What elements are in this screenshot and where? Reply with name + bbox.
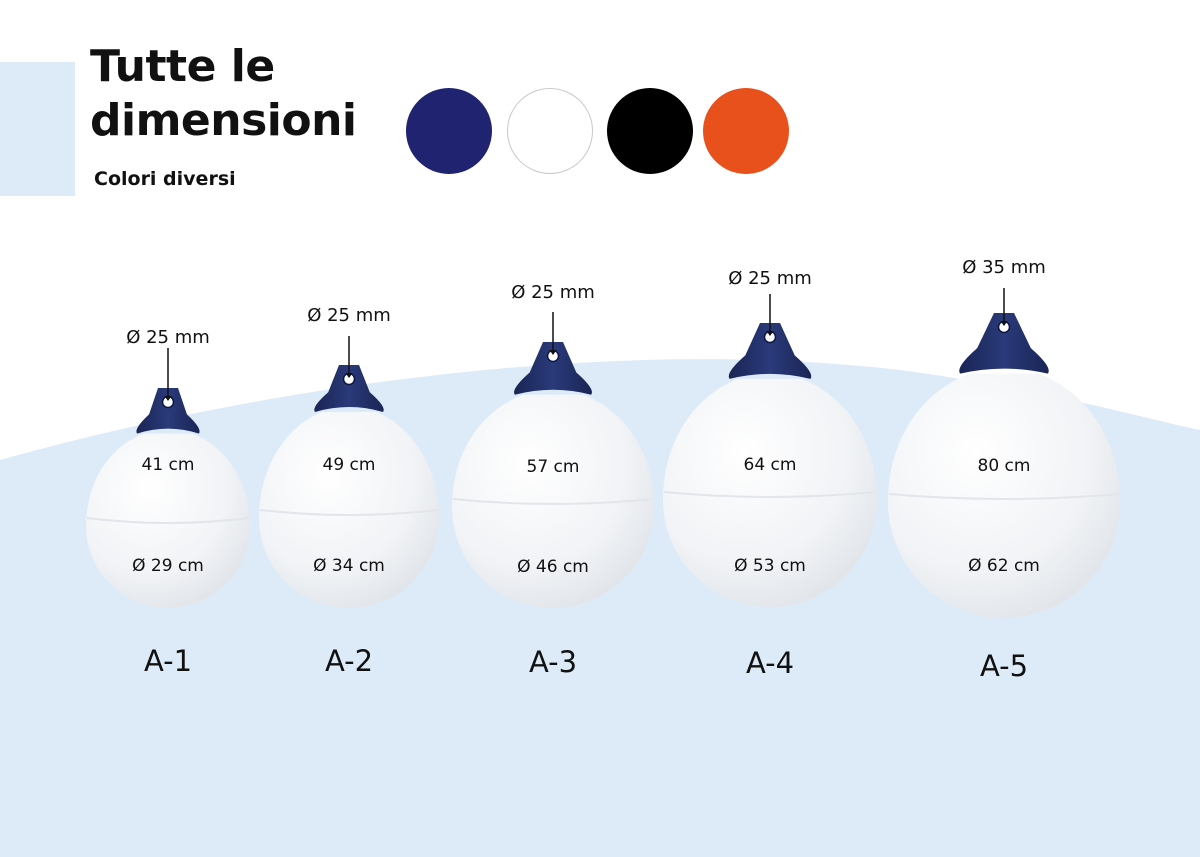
page-subtitle: Colori diversi xyxy=(94,168,236,190)
buoy-seam xyxy=(86,517,250,524)
white-swatch xyxy=(507,88,593,174)
buoy-3 xyxy=(452,312,654,608)
eye-diameter-label: Ø 25 mm xyxy=(728,268,812,289)
buoy-body xyxy=(86,433,250,608)
diameter-label: Ø 29 cm xyxy=(132,556,204,576)
height-label: 49 cm xyxy=(322,455,376,475)
buoy-seam xyxy=(259,509,439,516)
model-label: A-1 xyxy=(143,644,193,678)
eye-diameter-label: Ø 35 mm xyxy=(962,257,1046,278)
navy-swatch xyxy=(406,88,492,174)
buoy-seam xyxy=(663,491,877,498)
eye-pointer-arrow xyxy=(164,396,172,401)
accent-block xyxy=(0,62,75,196)
eye-pointer-arrow xyxy=(549,350,557,355)
height-label: 41 cm xyxy=(141,455,195,475)
black-swatch xyxy=(607,88,693,174)
buoy-5 xyxy=(888,288,1120,618)
buoy-head xyxy=(959,313,1049,374)
buoy-seam xyxy=(452,498,654,505)
buoy-head xyxy=(314,365,384,413)
buoy-body xyxy=(888,373,1120,618)
diameter-label: Ø 46 cm xyxy=(517,557,589,577)
buoy-4 xyxy=(663,294,877,607)
eye-pointer-arrow xyxy=(766,331,774,336)
buoy-body xyxy=(259,412,439,608)
buoy-head xyxy=(514,342,592,395)
diameter-label: Ø 53 cm xyxy=(734,556,806,576)
title-line-2: dimensioni xyxy=(90,95,357,146)
buoy-head xyxy=(728,323,812,379)
model-label: A-4 xyxy=(745,646,795,680)
buoy-head xyxy=(136,388,200,434)
buoy-2 xyxy=(259,336,439,608)
buoy-1 xyxy=(86,348,250,608)
height-label: 64 cm xyxy=(743,455,797,475)
eye-diameter-label: Ø 25 mm xyxy=(126,327,210,348)
eye-diameter-label: Ø 25 mm xyxy=(307,305,391,326)
model-label: A-3 xyxy=(528,645,578,679)
diameter-label: Ø 34 cm xyxy=(313,556,385,576)
model-label: A-2 xyxy=(324,644,374,678)
page-title: Tutte le dimensioni xyxy=(90,40,357,148)
title-line-1: Tutte le xyxy=(90,41,275,92)
buoy-body xyxy=(452,394,654,608)
eye-pointer-arrow xyxy=(1000,321,1008,326)
height-label: 57 cm xyxy=(526,457,580,477)
height-label: 80 cm xyxy=(977,456,1031,476)
eye-diameter-label: Ø 25 mm xyxy=(511,282,595,303)
orange-swatch xyxy=(703,88,789,174)
buoy-seam xyxy=(888,493,1120,500)
model-label: A-5 xyxy=(979,649,1029,683)
diameter-label: Ø 62 cm xyxy=(968,556,1040,576)
buoy-body xyxy=(663,378,877,607)
eye-pointer-arrow xyxy=(345,373,353,378)
